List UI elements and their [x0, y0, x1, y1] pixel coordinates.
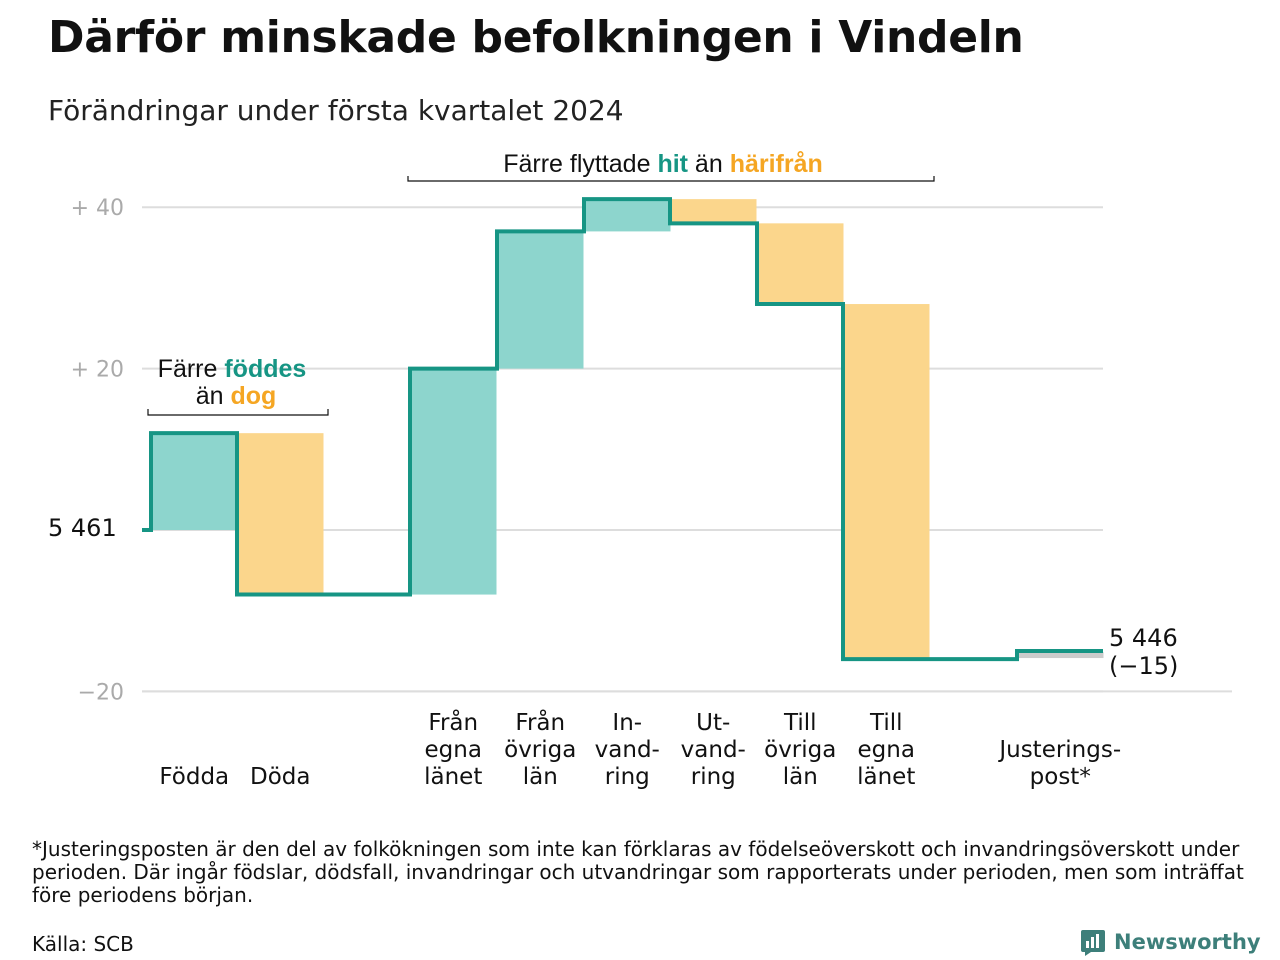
- footnote: *Justeringsposten är den del av folkökni…: [32, 837, 1244, 907]
- brand-name: Newsworthy: [1114, 930, 1261, 954]
- category-label: ring: [605, 764, 650, 790]
- annotation-part: än: [688, 150, 730, 178]
- end-value-label: 5 446: [1109, 624, 1178, 652]
- migration-bracket: [407, 176, 935, 182]
- waterfall-bar: [584, 199, 671, 232]
- category-label: vand-: [595, 737, 660, 763]
- y-tick-label: + 40: [71, 196, 124, 221]
- waterfall-bar: [237, 433, 324, 595]
- migration-annotation: Färre flyttade hit än härifrån: [503, 150, 823, 178]
- annotation-part: dog: [230, 382, 276, 410]
- annotation-part: än: [196, 382, 231, 410]
- waterfall-bar: [670, 199, 757, 224]
- waterfall-bar: [497, 231, 584, 369]
- category-label: Justerings-: [997, 737, 1121, 763]
- births-bracket: [147, 409, 329, 416]
- births-annotation: Färre föddes: [158, 355, 307, 383]
- category-label: Från: [515, 708, 565, 736]
- category-label: Från: [428, 708, 478, 736]
- annotation-part: Färre: [158, 355, 225, 383]
- newsworthy-logo-icon: [1081, 930, 1105, 956]
- category-label: Födda: [159, 764, 229, 790]
- category-label: post*: [1030, 764, 1091, 790]
- chart-title: Därför minskade befolkningen i Vindeln: [48, 12, 1024, 63]
- running-total-line: [142, 197, 1103, 662]
- brand-logo: Newsworthy: [1080, 928, 1261, 956]
- waterfall-bar: [757, 223, 844, 305]
- category-label: Döda: [250, 764, 310, 790]
- waterfall-bar: [151, 433, 238, 530]
- waterfall-bar: [843, 304, 930, 660]
- annotation-part: hit: [657, 150, 688, 178]
- annotation-part: Färre flyttade: [503, 150, 657, 178]
- category-label: egna: [425, 737, 482, 763]
- y-tick-label: + 20: [71, 358, 124, 383]
- category-label: övriga: [764, 737, 836, 763]
- category-label: län: [523, 764, 558, 790]
- chart-subtitle: Förändringar under första kvartalet 2024: [48, 94, 624, 127]
- category-label: övriga: [504, 737, 576, 763]
- waterfall-bar: [410, 368, 497, 595]
- category-label: länet: [424, 764, 482, 790]
- annotation-part: föddes: [224, 355, 306, 383]
- end-change-label: (−15): [1109, 652, 1178, 680]
- births-annotation: än dog: [196, 382, 277, 410]
- category-label: länet: [857, 764, 915, 790]
- category-label: Ut-: [696, 710, 730, 736]
- annotation-part: härifrån: [730, 150, 823, 178]
- source-note: Källa: SCB: [32, 932, 134, 956]
- category-label: In-: [612, 710, 642, 736]
- category-label: Till: [869, 710, 903, 736]
- category-label: Till: [783, 710, 817, 736]
- category-label: vand-: [681, 737, 746, 763]
- y-tick-label: −20: [78, 680, 124, 705]
- category-label: län: [783, 764, 818, 790]
- category-label: ring: [691, 764, 736, 790]
- start-value-label: 5 461: [48, 514, 117, 542]
- waterfall-bar: [1017, 652, 1104, 659]
- category-label: egna: [858, 737, 915, 763]
